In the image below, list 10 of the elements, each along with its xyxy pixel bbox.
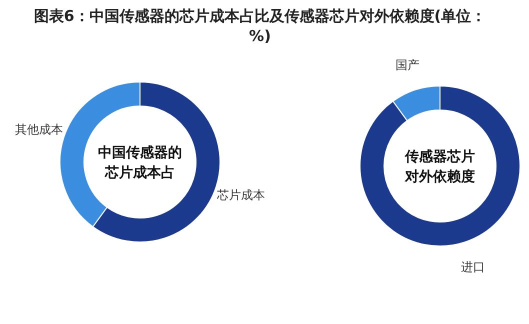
- text: 中国传感器的: [98, 145, 182, 161]
- text: 对外依赖度: [404, 168, 475, 185]
- text: 芯片成本占: [104, 165, 175, 181]
- slice-label: 其他成本: [15, 122, 64, 136]
- donut-slice: [360, 86, 520, 246]
- text: 传感器芯片: [404, 149, 475, 165]
- slice-label: 国产: [395, 58, 420, 72]
- slice-label: 进口: [460, 260, 485, 274]
- slice-label: 芯片成本: [216, 188, 265, 202]
- chart-title: 图表6：中国传感器的芯片成本占比及传感器芯片对外依赖度(单位：%): [32, 6, 488, 46]
